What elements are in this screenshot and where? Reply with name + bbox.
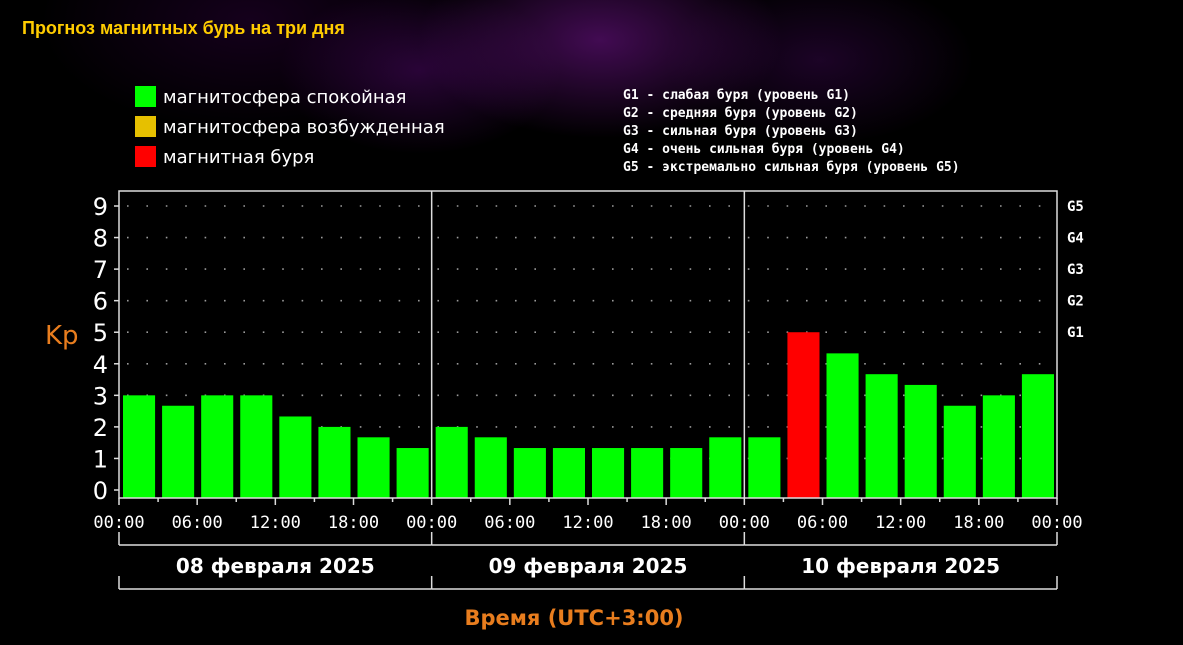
g-level-tick-labels: G1 G2 G3 G4 G5 [1067, 199, 1084, 341]
day-labels: 08 февраля 2025 09 февраля 2025 10 февраля… [118, 532, 1058, 590]
y-tick-label-1: 1 [93, 445, 108, 473]
bar-23 [1021, 374, 1054, 498]
y-tick-label-3: 3 [93, 382, 108, 410]
x-tick-label-10: 12:00 [875, 513, 926, 533]
bar-6 [357, 437, 390, 498]
bar-9 [474, 437, 507, 498]
y-tick-label-0: 0 [93, 477, 108, 505]
g-tick-g3: G3 [1067, 262, 1084, 278]
bar-3 [240, 395, 273, 498]
x-tick-label-1: 06:00 [172, 513, 223, 533]
legend-label-storm: магнитная буря [163, 147, 314, 168]
legend-swatch-storm [135, 146, 156, 167]
y-tick-label-4: 4 [93, 351, 108, 379]
legend-swatch-active [135, 116, 156, 137]
g-tick-g1: G1 [1067, 325, 1084, 341]
x-tick-label-9: 06:00 [797, 513, 848, 533]
g-tick-g4: G4 [1067, 231, 1084, 247]
x-tick-label-12: 00:00 [1031, 513, 1082, 533]
x-tick-label-11: 18:00 [953, 513, 1004, 533]
bar-19 [865, 374, 898, 498]
y-tick-label-2: 2 [93, 414, 108, 442]
bar-21 [943, 405, 976, 498]
bar-15 [709, 437, 742, 498]
y-tick-label-8: 8 [93, 225, 108, 253]
g-tick-g2: G2 [1067, 294, 1084, 310]
bars [123, 332, 1054, 498]
x-tick-label-6: 12:00 [562, 513, 613, 533]
y-tick-label-7: 7 [93, 256, 108, 284]
y-tick-label-5: 5 [93, 319, 108, 347]
x-axis-label: Время (UTC+3:00) [464, 606, 683, 630]
page-title: Прогноз магнитных бурь на три дня [22, 18, 345, 38]
bar-22 [982, 395, 1015, 498]
y-axis-label: Kp [45, 321, 79, 351]
bar-5 [318, 426, 351, 498]
g-tick-g5: G5 [1067, 199, 1084, 215]
x-tick-label-0: 00:00 [93, 513, 144, 533]
day-label-1: 09 февраля 2025 [489, 554, 688, 578]
x-tick-label-5: 06:00 [484, 513, 535, 533]
y-tick-label-6: 6 [93, 288, 108, 316]
x-tick-label-8: 00:00 [719, 513, 770, 533]
legend-level-g3: G3 - сильная буря (уровень G3) [623, 124, 858, 139]
bar-17 [787, 332, 820, 498]
legend-swatch-quiet [135, 86, 156, 107]
bar-8 [435, 426, 468, 498]
bar-12 [592, 448, 625, 498]
legend-level-g5: G5 - экстремально сильная буря (уровень … [623, 160, 960, 175]
legend-states: магнитосфера спокойная магнитосфера возб… [135, 86, 445, 168]
legend-levels: G1 - слабая буря (уровень G1) G2 - средн… [623, 88, 960, 175]
bar-0 [123, 395, 156, 498]
bar-11 [552, 448, 585, 498]
bar-2 [201, 395, 234, 498]
legend-level-g4: G4 - очень сильная буря (уровень G4) [623, 142, 905, 157]
y-tick-labels: 0 1 2 3 4 5 6 7 8 9 [93, 193, 108, 505]
bar-13 [631, 448, 664, 498]
legend-level-g2: G2 - средняя буря (уровень G2) [623, 106, 858, 121]
x-tick-labels: 00:00 06:00 12:00 18:00 00:00 06:00 12:00 18:00… [93, 513, 1082, 533]
bar-1 [162, 405, 195, 498]
x-tick-label-4: 00:00 [406, 513, 457, 533]
bar-10 [513, 448, 546, 498]
x-tick-label-3: 18:00 [328, 513, 379, 533]
bar-20 [904, 384, 937, 498]
bar-4 [279, 416, 312, 498]
day-label-0: 08 февраля 2025 [176, 554, 375, 578]
bar-16 [748, 437, 781, 498]
bar-7 [396, 448, 429, 498]
legend-label-quiet: магнитосфера спокойная [163, 87, 406, 108]
axes [114, 190, 1058, 505]
x-tick-label-7: 18:00 [641, 513, 692, 533]
day-label-2: 10 февраля 2025 [801, 554, 1000, 578]
y-tick-label-9: 9 [93, 193, 108, 221]
legend-label-active: магнитосфера возбужденная [163, 117, 445, 138]
legend-level-g1: G1 - слабая буря (уровень G1) [623, 88, 850, 103]
bar-14 [670, 448, 703, 498]
x-tick-label-2: 12:00 [250, 513, 301, 533]
bar-18 [826, 353, 859, 498]
